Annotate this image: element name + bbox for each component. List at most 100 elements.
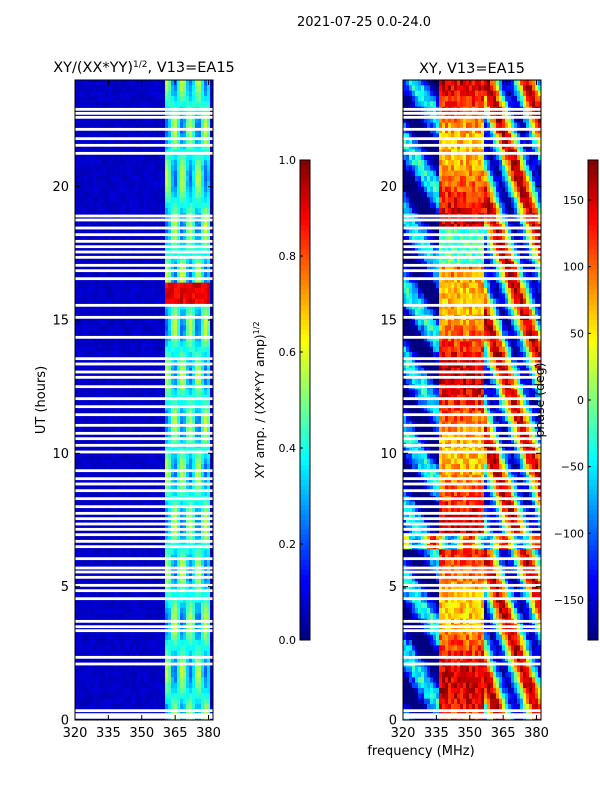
heatmap-cell [171,437,175,444]
heatmap-cell [192,634,196,641]
heatmap-cell [114,85,118,92]
heatmap-cell [87,608,91,614]
heatmap-cell [102,352,106,358]
heatmap-cell [132,528,136,534]
heatmap-cell [210,613,214,620]
heatmap-cell [96,245,100,252]
heatmap-cell [192,80,196,86]
heatmap-cell [207,85,211,92]
heatmap-cell [150,250,154,257]
heatmap-cell [84,650,88,657]
heatmap-cell [165,485,169,492]
heatmap-cell [147,437,151,444]
heatmap-cell [168,117,172,124]
heatmap-cell [132,341,136,348]
heatmap-cell [141,117,145,124]
heatmap-cell [198,96,202,102]
heatmap-cell [99,426,103,433]
heatmap-cell [153,602,157,609]
heatmap-cell [93,549,97,556]
heatmap-cell [153,485,157,492]
heatmap-cell [180,80,184,86]
heatmap-cell [138,160,142,166]
heatmap-cell [141,378,145,385]
heatmap-cell [111,352,115,358]
heatmap-cell [87,117,91,124]
heatmap-cell [174,256,178,262]
heatmap-cell [84,362,88,369]
heatmap-cell [93,640,97,646]
heatmap-cell [129,256,133,262]
heatmap-cell [126,245,130,252]
heatmap-cell [135,405,139,412]
heatmap-cell [195,128,199,134]
heatmap-cell [162,309,166,316]
heatmap-cell [129,485,133,492]
heatmap-cell [135,80,139,86]
heatmap-cell [159,202,163,209]
heatmap-cell [111,208,115,214]
heatmap-cell [105,346,109,353]
heatmap-cell [81,528,85,534]
heatmap-cell [111,378,115,385]
heatmap-cell [93,282,97,289]
heatmap-cell [150,309,154,316]
heatmap-cell [129,176,133,182]
heatmap-cell [129,293,133,300]
heatmap-cell [204,512,208,518]
heatmap-cell [129,192,133,198]
heatmap-cell [108,405,112,412]
heatmap-cell [207,197,211,204]
heatmap-cell [168,250,172,257]
heatmap-cell [144,85,148,92]
heatmap-cell [87,197,91,204]
heatmap-cell [177,309,181,316]
heatmap-cell [147,197,151,204]
heatmap-cell [144,517,148,524]
heatmap-cell [174,165,178,172]
heatmap-cell [204,325,208,332]
heatmap-cell [87,165,91,172]
heatmap-cell [120,533,124,540]
heatmap-cell [105,464,109,470]
heatmap-cell [93,101,97,108]
heatmap-cell [102,272,106,278]
heatmap-cell [132,101,136,108]
heatmap-cell [138,272,142,278]
heatmap-cell [162,181,166,188]
heatmap-cell [108,282,112,289]
heatmap-cell [120,490,124,497]
heatmap-cell [90,144,94,150]
heatmap-cell [189,170,193,177]
heatmap-cell [141,453,145,460]
heatmap-cell [75,117,79,124]
heatmap-cell [207,272,211,278]
heatmap-cell [114,405,118,412]
heatmap-cell [210,240,214,246]
heatmap-cell [153,629,157,636]
heatmap-cell [90,320,94,326]
heatmap-cell [84,277,88,284]
heatmap-cell [126,202,130,209]
heatmap-cell [198,133,202,140]
heatmap-cell [141,80,145,86]
heatmap-cell [96,304,100,310]
heatmap-cell [150,506,154,513]
heatmap-cell [195,570,199,577]
heatmap-cell [84,597,88,604]
heatmap-cell [201,490,205,497]
heatmap-cell [207,533,211,540]
heatmap-cell [174,160,178,166]
heatmap-cell [168,437,172,444]
heatmap-cell [102,528,106,534]
heatmap-cell [84,576,88,582]
heatmap-cell [132,608,136,614]
heatmap-cell [102,512,106,518]
heatmap-cell [117,176,121,182]
heatmap-cell [123,298,127,305]
heatmap-cell [210,122,214,129]
heatmap-cell [207,485,211,492]
heatmap-cell [207,352,211,358]
heatmap-cell [174,304,178,310]
heatmap-cell [102,229,106,236]
